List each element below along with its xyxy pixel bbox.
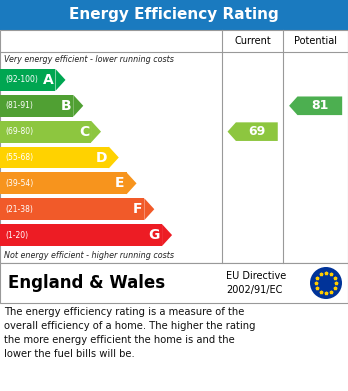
Circle shape	[310, 267, 342, 299]
Polygon shape	[289, 97, 342, 115]
Bar	[0, 121, 91, 143]
Text: (69-80): (69-80)	[5, 127, 33, 136]
Text: 81: 81	[311, 99, 329, 112]
Polygon shape	[55, 69, 65, 91]
Bar	[0, 147, 109, 169]
Text: C: C	[79, 125, 89, 139]
Text: A: A	[43, 73, 54, 87]
Text: (1-20): (1-20)	[5, 231, 28, 240]
Text: B: B	[61, 99, 71, 113]
Polygon shape	[228, 122, 278, 141]
Bar	[0, 172, 127, 194]
Text: (39-54): (39-54)	[5, 179, 33, 188]
Text: (81-91): (81-91)	[5, 101, 33, 110]
Text: The energy efficiency rating is a measure of the
overall efficiency of a home. T: The energy efficiency rating is a measur…	[4, 307, 255, 359]
Text: D: D	[95, 151, 107, 165]
Bar	[0, 263, 348, 303]
Polygon shape	[109, 147, 119, 169]
Polygon shape	[73, 95, 83, 117]
Text: Energy Efficiency Rating: Energy Efficiency Rating	[69, 7, 279, 23]
Text: Potential: Potential	[294, 36, 337, 46]
Bar	[0, 95, 73, 117]
Text: EU Directive
2002/91/EC: EU Directive 2002/91/EC	[226, 271, 286, 294]
Bar	[0, 69, 55, 91]
Text: G: G	[149, 228, 160, 242]
Text: Not energy efficient - higher running costs: Not energy efficient - higher running co…	[4, 251, 174, 260]
Bar	[0, 224, 162, 246]
Text: England & Wales: England & Wales	[8, 274, 165, 292]
Text: F: F	[133, 202, 142, 216]
Polygon shape	[144, 198, 154, 220]
Text: 69: 69	[248, 125, 266, 138]
Text: (92-100): (92-100)	[5, 75, 38, 84]
Polygon shape	[162, 224, 172, 246]
Text: (55-68): (55-68)	[5, 153, 33, 162]
Bar	[0, 30, 348, 263]
Bar	[0, 198, 144, 220]
Polygon shape	[91, 121, 101, 143]
Polygon shape	[127, 172, 136, 194]
Text: Current: Current	[234, 36, 271, 46]
Text: Very energy efficient - lower running costs: Very energy efficient - lower running co…	[4, 55, 174, 64]
Text: E: E	[115, 176, 125, 190]
Bar	[0, 0, 348, 30]
Text: (21-38): (21-38)	[5, 205, 33, 214]
